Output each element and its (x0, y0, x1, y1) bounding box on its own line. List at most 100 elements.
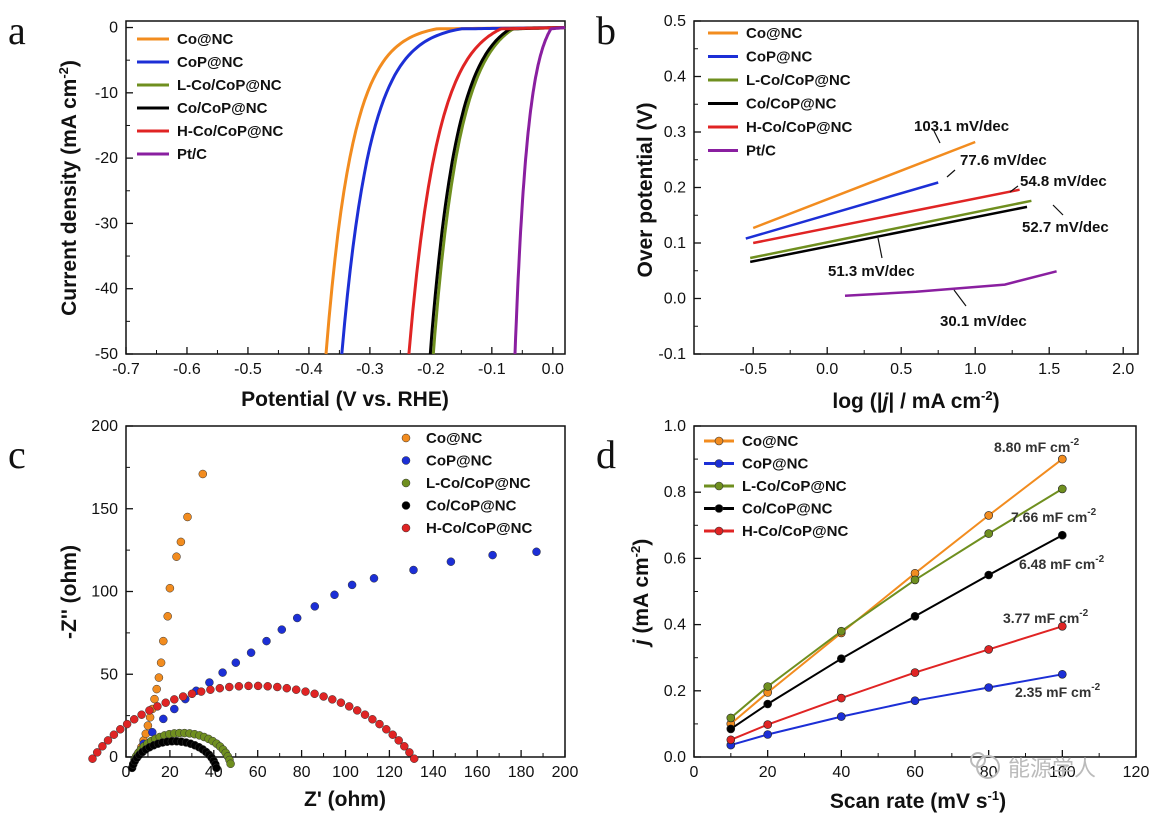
panel-a-xtick-label: -0.5 (234, 361, 262, 378)
panel-b-xtick-label: 2.0 (1112, 361, 1134, 378)
annot-slope-cocop: 51.3 mV/dec (828, 263, 915, 280)
eis-point-h-co-cop-nc (206, 685, 215, 694)
lsv-curve-l-co-cop-nc (431, 26, 566, 355)
annot-arrow-cop (946, 169, 956, 178)
cdl-point-co-nc (1058, 454, 1067, 464)
panel-b-ticks: -0.5 0.0 0.5 1.0 1.5 2.0 -0.1 0.0 0.1 0.2 0.3 0.4 0.… (658, 13, 1134, 378)
panel-b-ytick-label: 0.4 (664, 69, 686, 86)
panel-d-ytick-label: 0.4 (664, 617, 686, 634)
panel-b-xtick-label: 1.5 (1038, 361, 1060, 378)
eis-point-cop-nc (231, 658, 241, 667)
eis-point-h-co-cop-nc (122, 719, 132, 729)
eis-point-cop-nc (170, 704, 179, 714)
legend-label-h-co-cop-nc: H-Co/CoP@NC (742, 523, 848, 540)
panel-d-ytick-label: 0.6 (664, 550, 686, 567)
annot-arrow-h (1009, 185, 1019, 193)
eis-point-h-co-cop-nc (405, 748, 414, 757)
watermark: 能源学人 (970, 752, 1096, 782)
eis-point-h-co-cop-nc (253, 681, 263, 691)
panel-a-ylabel: Current density (mA cm-2) (56, 60, 81, 316)
panel-b-xtick-label: 0.5 (890, 361, 912, 378)
panel-a-ytick-label: -10 (95, 85, 118, 102)
eis-point-cop-nc (246, 648, 256, 657)
legend-label-co-cop-nc: Co/CoP@NC (742, 501, 833, 518)
legend-marker-co-nc (401, 433, 411, 443)
legend-marker-co-cop-nc (714, 504, 724, 513)
eis-point-cop-nc (159, 714, 168, 724)
cdl-point-co-cop-nc (984, 570, 994, 580)
legend-label-cop-nc: CoP@NC (426, 453, 492, 470)
eis-point-h-co-cop-nc (187, 689, 197, 699)
panel-b-xlabel: log (|j| / mA cm-2) (832, 388, 999, 413)
cdl-point-co-cop-nc (836, 654, 846, 664)
panel-b-xtick-label: 1.0 (964, 361, 986, 378)
cdl-point-co-nc (984, 511, 994, 520)
panel-b-legend: Co@NC CoP@NC L-Co/CoP@NC Co/CoP@NC H-Co/CoP@… (708, 25, 852, 160)
panel-letter-b: b (596, 8, 616, 53)
panel-a-ytick-label: 0 (109, 20, 118, 37)
panel-c-ytick-label: 0 (109, 749, 118, 766)
annot-cdl-l: 7.66 mF cm-2 (1011, 507, 1097, 525)
eis-point-h-co-cop-nc (388, 730, 397, 739)
eis-point-h-co-cop-nc (215, 683, 225, 693)
eis-point-h-co-cop-nc (328, 695, 337, 704)
panel-a-ytick-label: -40 (95, 281, 118, 298)
panel-d-xtick-label: 0 (690, 764, 699, 781)
eis-point-l-co-cop-nc (226, 759, 235, 769)
annot-arrow-co (933, 130, 941, 144)
eis-point-h-co-cop-nc (244, 681, 253, 691)
eis-point-co-nc (156, 658, 166, 667)
panel-b-ytick-label: 0.3 (664, 124, 686, 141)
watermark-text: 能源学人 (1008, 757, 1096, 782)
legend-label-co-nc: Co@NC (742, 433, 798, 450)
eis-point-h-co-cop-nc (178, 692, 188, 701)
panel-d-xtick-label: 120 (1123, 764, 1150, 781)
cdl-point-cop-nc (984, 683, 994, 692)
eis-point-h-co-cop-nc (319, 692, 328, 701)
cdl-point-cop-nc (763, 730, 773, 739)
eis-point-co-nc (176, 537, 186, 547)
cdl-point-l-co-cop-nc (910, 575, 920, 585)
legend-label-pt-c: Pt/C (177, 146, 207, 163)
eis-point-h-co-cop-nc (409, 754, 419, 763)
legend-label-pt-c: Pt/C (746, 143, 776, 160)
cdl-line-cop-nc (730, 673, 1063, 747)
eis-point-h-co-cop-nc (382, 725, 391, 734)
eis-point-h-co-cop-nc (400, 742, 409, 751)
panel-a-xtick-label: -0.3 (356, 361, 384, 378)
panel-a-xtick-label: -0.6 (173, 361, 201, 378)
eis-point-cop-nc (310, 602, 320, 611)
eis-point-h-co-cop-nc (375, 719, 384, 729)
panel-a-ytick-label: -50 (95, 346, 118, 363)
legend-label-co-nc: Co@NC (426, 430, 482, 447)
eis-point-co-nc (143, 721, 153, 730)
eis-point-h-co-cop-nc (273, 682, 282, 692)
annot-cdl-h: 3.77 mF cm-2 (1003, 608, 1089, 626)
legend-label-h-co-cop-nc: H-Co/CoP@NC (426, 520, 532, 537)
panel-c-xtick-label: 180 (508, 764, 535, 781)
panel-a-curves (324, 26, 566, 355)
panel-b-curves (745, 140, 1057, 297)
cdl-point-l-co-cop-nc (984, 529, 994, 538)
eis-point-co-cop-nc (212, 763, 221, 773)
cdl-point-cop-nc (1058, 669, 1067, 679)
panel-a-xtick-label: 0.0 (542, 361, 564, 378)
eis-point-h-co-cop-nc (92, 748, 102, 757)
legend-label-cop-nc: CoP@NC (742, 456, 808, 473)
eis-point-h-co-cop-nc (145, 706, 154, 715)
panel-d-ytick-label: 1.0 (664, 418, 686, 435)
panel-letter-a: a (8, 8, 26, 53)
eis-point-cop-nc (409, 565, 418, 575)
eis-point-co-nc (154, 673, 164, 682)
panel-c-xtick-label: 80 (293, 764, 311, 781)
panel-a-ticks: -0.7 -0.6 -0.5 -0.4 -0.3 -0.2 -0.1 0.0 0 -10 -20 -3… (95, 20, 564, 378)
panel-a-xlabel: Potential (V vs. RHE) (241, 388, 449, 411)
eis-point-h-co-cop-nc (170, 695, 179, 704)
legend-label-co-nc: Co@NC (177, 31, 233, 48)
eis-point-co-nc (163, 612, 172, 621)
panel-d-ytick-label: 0.2 (664, 683, 686, 700)
legend-label-co-cop-nc: Co/CoP@NC (426, 498, 517, 515)
panel-c-ytick-label: 100 (91, 584, 118, 601)
panel-a-frame (125, 20, 566, 355)
